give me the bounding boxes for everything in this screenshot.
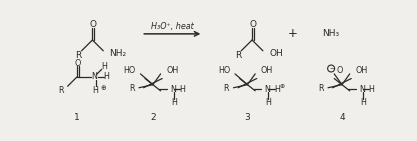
- Text: O: O: [249, 20, 256, 29]
- Text: OH: OH: [166, 66, 178, 75]
- Text: O: O: [75, 59, 81, 68]
- Text: N: N: [91, 72, 97, 81]
- Text: OH: OH: [355, 66, 367, 75]
- Text: R: R: [224, 84, 229, 93]
- Text: 4: 4: [339, 113, 345, 122]
- Text: H: H: [101, 62, 107, 71]
- Text: R: R: [58, 86, 64, 95]
- Text: ⊕: ⊕: [279, 84, 284, 90]
- Text: R: R: [129, 84, 134, 93]
- Text: H₃O⁺, heat: H₃O⁺, heat: [151, 22, 193, 31]
- Text: H: H: [171, 98, 177, 107]
- Text: O: O: [90, 20, 97, 29]
- Text: N: N: [264, 85, 270, 94]
- Text: H: H: [103, 72, 109, 81]
- Text: ⊕: ⊕: [100, 85, 106, 91]
- Text: −: −: [329, 66, 333, 71]
- Text: H: H: [274, 85, 280, 94]
- Text: H: H: [179, 85, 185, 94]
- Text: NH₃: NH₃: [323, 29, 340, 38]
- Text: N: N: [170, 85, 176, 94]
- Text: 3: 3: [244, 113, 250, 122]
- Text: H: H: [360, 98, 366, 107]
- Text: O: O: [337, 66, 343, 75]
- Text: HO: HO: [123, 66, 136, 75]
- Text: R: R: [75, 51, 82, 60]
- Text: R: R: [318, 84, 323, 93]
- Text: R: R: [235, 51, 241, 60]
- Text: OH: OH: [261, 66, 273, 75]
- Text: HO: HO: [218, 66, 230, 75]
- Text: H: H: [369, 85, 374, 94]
- Text: +: +: [287, 27, 297, 40]
- Text: OH: OH: [269, 49, 283, 58]
- Text: NH₂: NH₂: [110, 49, 127, 58]
- Text: 1: 1: [74, 113, 80, 122]
- Text: N: N: [359, 85, 365, 94]
- Text: H: H: [265, 98, 271, 107]
- Text: 2: 2: [150, 113, 156, 122]
- Text: H: H: [93, 86, 98, 95]
